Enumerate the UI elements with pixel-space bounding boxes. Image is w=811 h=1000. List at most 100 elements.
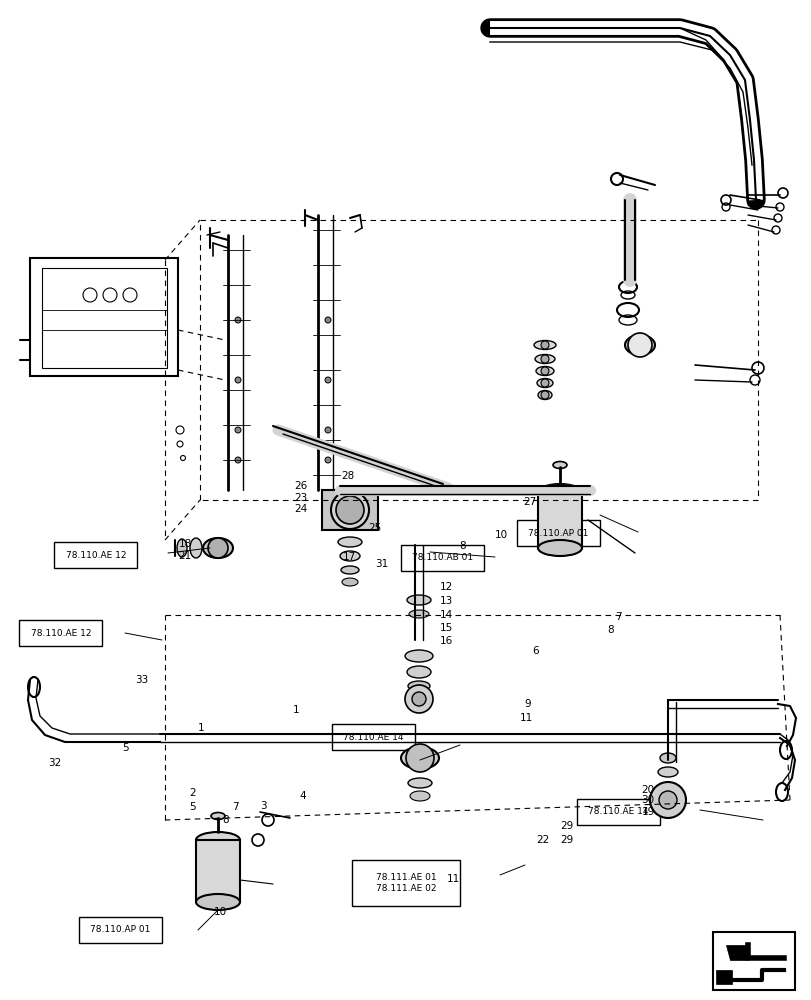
Text: 78.110.AP 01: 78.110.AP 01 [528, 528, 588, 538]
Text: 33: 33 [135, 675, 148, 685]
Text: 11: 11 [519, 713, 532, 723]
FancyBboxPatch shape [577, 799, 659, 825]
Text: 10: 10 [214, 907, 227, 917]
Text: 28: 28 [341, 471, 354, 481]
Circle shape [649, 782, 685, 818]
Text: 22: 22 [535, 835, 548, 845]
Text: 78.110.AE 14: 78.110.AE 14 [343, 732, 403, 742]
Text: 5: 5 [122, 743, 129, 753]
Ellipse shape [406, 666, 431, 678]
Text: 78.110.AP 01: 78.110.AP 01 [90, 926, 150, 934]
FancyBboxPatch shape [332, 724, 414, 750]
Text: 21: 21 [178, 551, 191, 561]
Circle shape [627, 333, 651, 357]
Ellipse shape [534, 355, 554, 363]
Circle shape [659, 791, 676, 809]
Bar [30, 258, 178, 376]
FancyBboxPatch shape [517, 520, 599, 546]
Ellipse shape [552, 462, 566, 468]
Ellipse shape [407, 778, 431, 788]
Ellipse shape [341, 566, 358, 574]
Text: 26: 26 [294, 481, 307, 491]
Text: 4: 4 [299, 791, 306, 801]
Text: 5: 5 [189, 802, 195, 812]
Circle shape [324, 317, 331, 323]
Text: 29: 29 [560, 821, 573, 831]
Text: 78.110.AE 12: 78.110.AE 12 [66, 550, 126, 560]
Circle shape [540, 355, 548, 363]
Polygon shape [715, 970, 731, 984]
FancyBboxPatch shape [401, 545, 483, 571]
Text: 78.110.AE 12: 78.110.AE 12 [31, 629, 91, 638]
Circle shape [324, 427, 331, 433]
Text: 8: 8 [459, 541, 466, 551]
Text: 19: 19 [641, 807, 654, 817]
Text: 7: 7 [615, 612, 621, 622]
Text: 25: 25 [368, 523, 381, 533]
Text: 18: 18 [178, 539, 191, 549]
Circle shape [324, 457, 331, 463]
Ellipse shape [203, 538, 233, 558]
Circle shape [208, 538, 228, 558]
Ellipse shape [340, 551, 359, 561]
Ellipse shape [407, 681, 430, 691]
Text: 78.110.AB 01: 78.110.AB 01 [411, 554, 473, 562]
Text: 1: 1 [293, 705, 299, 715]
Text: 24: 24 [294, 504, 307, 514]
Ellipse shape [535, 366, 553, 375]
Bar [322, 490, 378, 530]
Text: 2: 2 [189, 788, 195, 798]
FancyBboxPatch shape [79, 917, 161, 943]
Circle shape [405, 685, 432, 713]
Circle shape [406, 744, 433, 772]
Text: 32: 32 [49, 758, 62, 768]
Text: 3: 3 [260, 801, 267, 811]
Bar [195, 840, 240, 902]
Text: 17: 17 [342, 552, 355, 562]
Ellipse shape [538, 540, 581, 556]
Text: 20: 20 [641, 785, 654, 795]
Ellipse shape [341, 578, 358, 586]
Circle shape [234, 457, 241, 463]
Ellipse shape [177, 539, 187, 557]
Text: 10: 10 [495, 530, 508, 540]
Ellipse shape [657, 767, 677, 777]
Text: 7: 7 [232, 802, 238, 812]
Circle shape [234, 427, 241, 433]
Bar [538, 493, 581, 548]
Bar [712, 932, 794, 990]
Text: 9: 9 [524, 699, 530, 709]
Ellipse shape [537, 484, 581, 502]
Ellipse shape [406, 595, 431, 605]
Ellipse shape [195, 894, 240, 910]
Text: 23: 23 [294, 493, 307, 503]
Ellipse shape [405, 650, 432, 662]
Text: 1: 1 [198, 723, 204, 733]
Ellipse shape [410, 791, 430, 801]
Ellipse shape [211, 812, 225, 820]
Circle shape [336, 496, 363, 524]
Text: 27: 27 [522, 497, 535, 507]
Ellipse shape [195, 832, 240, 848]
Ellipse shape [534, 340, 556, 350]
Ellipse shape [536, 378, 552, 387]
Circle shape [324, 377, 331, 383]
Text: 8: 8 [222, 815, 229, 825]
Ellipse shape [659, 753, 676, 763]
Text: 12: 12 [440, 582, 453, 592]
Ellipse shape [190, 538, 202, 558]
Circle shape [540, 391, 548, 399]
Bar [42, 268, 167, 368]
Ellipse shape [331, 491, 368, 529]
Polygon shape [725, 945, 747, 960]
FancyBboxPatch shape [54, 542, 137, 568]
Circle shape [234, 317, 241, 323]
Text: 15: 15 [440, 623, 453, 633]
Text: 8: 8 [607, 625, 613, 635]
Ellipse shape [538, 390, 551, 399]
Ellipse shape [401, 747, 439, 769]
Text: 29: 29 [560, 835, 573, 845]
Text: 31: 31 [375, 559, 388, 569]
Text: 14: 14 [440, 610, 453, 620]
Circle shape [540, 379, 548, 387]
